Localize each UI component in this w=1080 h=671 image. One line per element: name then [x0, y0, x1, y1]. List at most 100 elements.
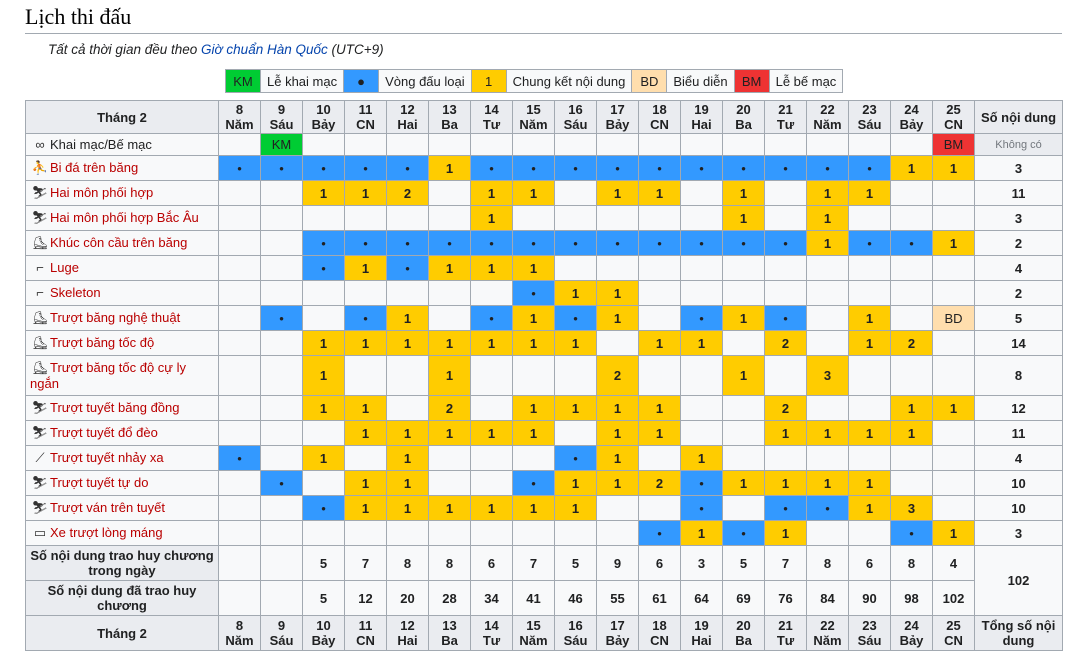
event-cell [722, 255, 765, 281]
day-number: 19 [694, 618, 709, 633]
event-cell [806, 305, 849, 331]
sport-row: ⛷ Trượt ván trên tuyết • 1 1 1 1 1 1 • • • 1 3 10 [25, 495, 1063, 521]
day-number: 15 [526, 618, 541, 633]
sport-name[interactable]: Trượt tuyết đổ đèo [50, 425, 158, 440]
sport-name[interactable]: Trượt tuyết nhảy xa [50, 450, 164, 465]
event-cell [932, 445, 975, 471]
event-cell: 1 [596, 470, 639, 496]
event-cell: 1 [890, 395, 933, 421]
luge-icon: ⌐ [36, 260, 44, 275]
timezone-link[interactable]: Giờ chuẩn Hàn Quốc [201, 42, 328, 57]
summary-cell: 76 [764, 580, 807, 616]
event-cell [218, 470, 261, 496]
event-cell [596, 520, 639, 546]
event-cell: 1 [890, 420, 933, 446]
event-cell [218, 420, 261, 446]
summary-cell: 69 [722, 580, 765, 616]
event-cell [260, 280, 303, 306]
summary-cell: 8 [428, 545, 471, 581]
weekday: Hai [397, 633, 418, 648]
sport-name[interactable]: Skeleton [50, 285, 101, 300]
event-cell: 1 [596, 305, 639, 331]
sport-name-cell[interactable]: ⛹ Bi đá trên băng [25, 155, 219, 181]
event-cell [722, 445, 765, 471]
event-cell [344, 280, 387, 306]
event-cell: 1 [848, 305, 891, 331]
weekday: Sáu [269, 117, 294, 132]
day-header-24: 24 Bảy [890, 615, 933, 651]
event-cell [596, 255, 639, 281]
sport-name-cell[interactable]: ⛸ Trượt băng nghệ thuật [25, 305, 219, 331]
timezone-note: Tất cả thời gian đều theo Giờ chuẩn Hàn … [48, 42, 384, 57]
sport-name-cell[interactable]: ⛷ Hai môn phối hợp Bắc Âu [25, 205, 219, 231]
sport-name-cell[interactable]: ⛷ Hai môn phối hợp [25, 180, 219, 206]
event-cell: 1 [722, 470, 765, 496]
event-cell [848, 205, 891, 231]
sport-name[interactable]: Bi đá trên băng [50, 160, 139, 175]
summary-cell [260, 580, 303, 616]
sport-name: Khai mạc/Bế mạc [50, 136, 152, 152]
event-cell: 1 [512, 495, 555, 521]
sport-name-cell[interactable]: ⟋ Trượt tuyết nhảy xa [25, 445, 219, 471]
sport-name[interactable]: Trượt ván trên tuyết [50, 500, 166, 515]
legend-label-3: Biểu diễn [666, 69, 735, 93]
summary-cell: 7 [512, 545, 555, 581]
sport-name[interactable]: Trượt băng tốc độ cự ly ngắn [30, 359, 186, 391]
sport-name-cell: ∞ Khai mạc/Bế mạc [25, 133, 219, 156]
event-cell [680, 133, 723, 156]
event-cell [764, 445, 807, 471]
sport-name[interactable]: Hai môn phối hợp [50, 185, 154, 200]
summary-cell: 5 [302, 545, 345, 581]
sport-name[interactable]: Luge [50, 260, 79, 275]
sport-name[interactable]: Trượt băng nghệ thuật [50, 310, 181, 325]
sport-total: 8 [974, 355, 1063, 396]
sport-name-cell[interactable]: ⌐ Skeleton [25, 280, 219, 306]
sport-name-cell[interactable]: ⛷ Trượt tuyết đổ đèo [25, 420, 219, 446]
event-cell: 1 [848, 470, 891, 496]
day-header-20: 20 Ba [722, 615, 765, 651]
sport-name[interactable]: Trượt tuyết tự do [50, 475, 149, 490]
sport-name[interactable]: Trượt băng tốc độ [50, 335, 155, 350]
event-cell: • [554, 445, 597, 471]
event-cell: 1 [344, 420, 387, 446]
day-header-17: 17 Bảy [596, 100, 639, 134]
event-cell: • [638, 520, 681, 546]
sport-name-cell[interactable]: ⛷ Trượt ván trên tuyết [25, 495, 219, 521]
day-number: 18 [652, 618, 667, 633]
event-cell [932, 205, 975, 231]
sport-name-cell[interactable]: ⛷ Trượt tuyết tự do [25, 470, 219, 496]
summary-cell: 28 [428, 580, 471, 616]
event-cell: • [680, 495, 723, 521]
sport-name-cell[interactable]: ▭ Xe trượt lòng máng [25, 520, 219, 546]
legend-label-2: Chung kết nội dung [505, 69, 633, 93]
sport-name-cell[interactable]: ⛸ Khúc côn cầu trên băng [25, 230, 219, 256]
sport-name-cell[interactable]: ⛸ Trượt băng tốc độ cự ly ngắn [25, 355, 219, 396]
sport-name[interactable]: Trượt tuyết băng đồng [50, 400, 180, 415]
event-cell [932, 280, 975, 306]
sport-name[interactable]: Xe trượt lòng máng [50, 525, 163, 540]
event-cell [932, 495, 975, 521]
summary-cell: 64 [680, 580, 723, 616]
sport-name[interactable]: Khúc côn cầu trên băng [50, 235, 188, 250]
weekday: CN [356, 117, 375, 132]
event-cell: 1 [302, 180, 345, 206]
event-cell [260, 520, 303, 546]
event-cell [470, 395, 513, 421]
event-cell [932, 330, 975, 356]
event-cell [386, 205, 429, 231]
event-cell: • [890, 230, 933, 256]
event-cell: • [470, 230, 513, 256]
day-number: 22 [820, 618, 835, 633]
event-cell [302, 205, 345, 231]
event-cell: 2 [596, 355, 639, 396]
sport-name[interactable]: Hai môn phối hợp Bắc Âu [50, 210, 199, 225]
sport-row: ⌐ Luge • 1 • 1 1 1 4 [25, 255, 1063, 281]
sport-name-cell[interactable]: ⛷ Trượt tuyết băng đồng [25, 395, 219, 421]
sport-row: ⛸ Trượt băng tốc độ cự ly ngắn 1 1 2 1 3 8 [25, 355, 1063, 396]
sport-name-cell[interactable]: ⛸ Trượt băng tốc độ [25, 330, 219, 356]
sport-name-cell[interactable]: ⌐ Luge [25, 255, 219, 281]
day-header-19: 19 Hai [680, 100, 723, 134]
day-number: 10 [316, 618, 331, 633]
weekday: Hai [691, 117, 712, 132]
event-cell: 1 [722, 305, 765, 331]
